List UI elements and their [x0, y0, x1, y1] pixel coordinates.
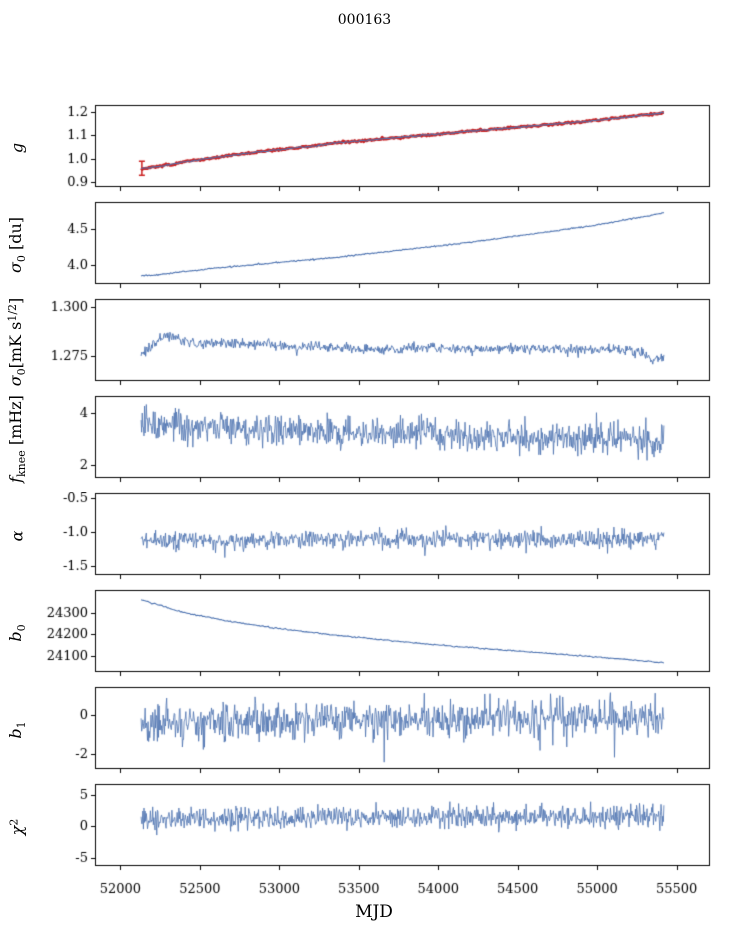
ylabel-segment: knee	[15, 450, 28, 477]
ylabel-segment: f	[6, 476, 25, 483]
ylabel-alpha: α	[0, 492, 34, 580]
ylabel-sigma0_mK: σ0[mK s1/2]	[0, 297, 34, 387]
panel-canvas-b1	[34, 686, 714, 774]
ylabel-fknee: fknee [mHz]	[0, 395, 34, 483]
panel-canvas-alpha	[34, 492, 714, 580]
ylabel-segment: [mK s	[6, 321, 25, 369]
panel-row-b1: b1	[0, 686, 729, 774]
x-axis-canvas	[34, 880, 714, 902]
panel-row-g: g	[0, 104, 729, 192]
ylabel-segment: b	[6, 631, 25, 642]
panel-row-sigma0_mK: σ0[mK s1/2]	[0, 298, 729, 386]
ylabel-segment: 1/2	[6, 303, 19, 322]
ylabel-segment: 2	[7, 818, 21, 826]
ylabel-segment: σ	[6, 262, 25, 274]
ylabel-segment: b	[6, 728, 25, 739]
panel-row-fknee: fknee [mHz]	[0, 395, 729, 483]
ylabel-g: g	[0, 104, 34, 192]
ylabel-segment: σ	[6, 375, 25, 387]
ylabel-sigma0_du: σ0 [du]	[0, 201, 34, 289]
panel-row-sigma0_du: σ0 [du]	[0, 201, 729, 289]
ylabel-segment: 0	[15, 624, 28, 632]
ylabel-segment: ]	[6, 297, 25, 304]
panel-canvas-sigma0_mK	[34, 298, 714, 386]
ylabel-segment: 0	[15, 368, 28, 376]
panel-canvas-b0	[34, 589, 714, 677]
panel-canvas-g	[34, 104, 714, 192]
ylabel-segment: [mHz]	[6, 395, 25, 451]
panel-canvas-sigma0_du	[34, 201, 714, 289]
x-axis-label: MJD	[355, 902, 393, 922]
ylabel-segment: [du]	[6, 216, 25, 256]
panel-row-b0: b0	[0, 589, 729, 677]
panel-canvas-fknee	[34, 395, 714, 483]
panels: g σ0 [du] σ0[mK s1/2] fknee [mHz] α b0 b1 χ2	[0, 104, 729, 871]
figure-title: 000163	[337, 12, 392, 28]
ylabel-segment: 1	[15, 721, 28, 729]
ylabel-b0: b0	[0, 589, 34, 677]
ylabel-chi2: χ2	[0, 783, 34, 871]
panel-row-alpha: α	[0, 492, 729, 580]
panel-row-chi2: χ2	[0, 783, 729, 871]
ylabel-segment: α	[7, 530, 27, 542]
ylabel-segment: χ	[7, 825, 27, 836]
ylabel-segment: 0	[15, 255, 28, 263]
ylabel-b1: b1	[0, 686, 34, 774]
panel-canvas-chi2	[34, 783, 714, 871]
ylabel-segment: g	[7, 142, 27, 154]
